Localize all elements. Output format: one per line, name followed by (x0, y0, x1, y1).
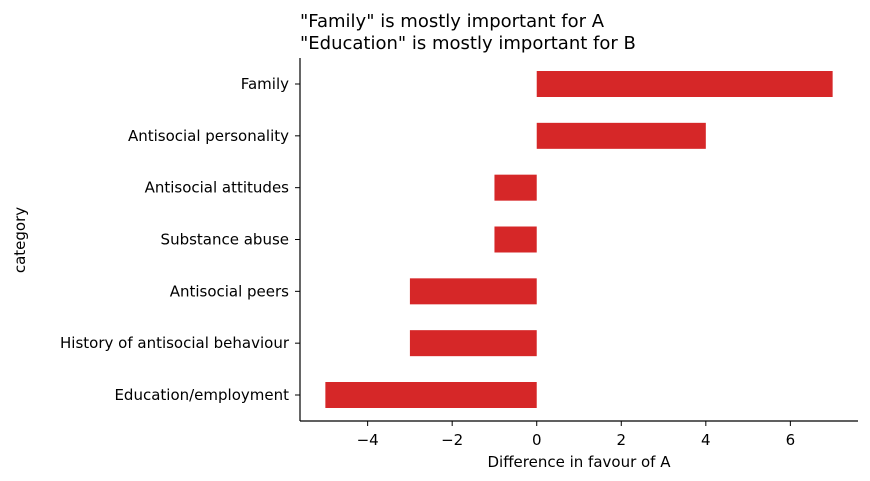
y-tick-labels: Family Antisocial personality Antisocial a… (60, 75, 300, 404)
bar-family (536, 71, 833, 97)
y-tick-label: Antisocial peers (170, 282, 289, 300)
y-tick-label: Antisocial personality (128, 127, 289, 145)
x-tick-label: −2 (441, 431, 463, 449)
bar-antisocial-personality (536, 122, 706, 149)
bar-education-employment (325, 382, 537, 408)
y-tick-label: Substance abuse (161, 231, 289, 249)
chart-title-line-2: "Education" is mostly important for B (300, 33, 636, 54)
x-tick-label: 4 (701, 431, 711, 449)
chart-title-line-1: "Family" is mostly important for A (300, 11, 605, 32)
bar-history-of-antisocial-behaviour (409, 330, 537, 357)
y-tick-label: Family (241, 75, 289, 93)
x-tick-label: −4 (357, 431, 379, 449)
bar-antisocial-attitudes (494, 174, 537, 201)
y-tick-label: History of antisocial behaviour (60, 334, 290, 352)
x-tick-label: 0 (532, 431, 542, 449)
x-tick-label: 2 (616, 431, 626, 449)
bar-antisocial-peers (409, 278, 537, 305)
y-tick-label: Education/employment (114, 386, 289, 404)
y-axis-label: category (11, 207, 29, 273)
y-tick-label: Antisocial attitudes (145, 179, 290, 197)
bars-group (325, 71, 833, 408)
x-ticks: −4 −2 0 2 4 6 (357, 421, 796, 449)
x-axis-label: Difference in favour of A (488, 453, 672, 471)
x-tick-label: 6 (786, 431, 796, 449)
bar-substance-abuse (494, 226, 537, 253)
